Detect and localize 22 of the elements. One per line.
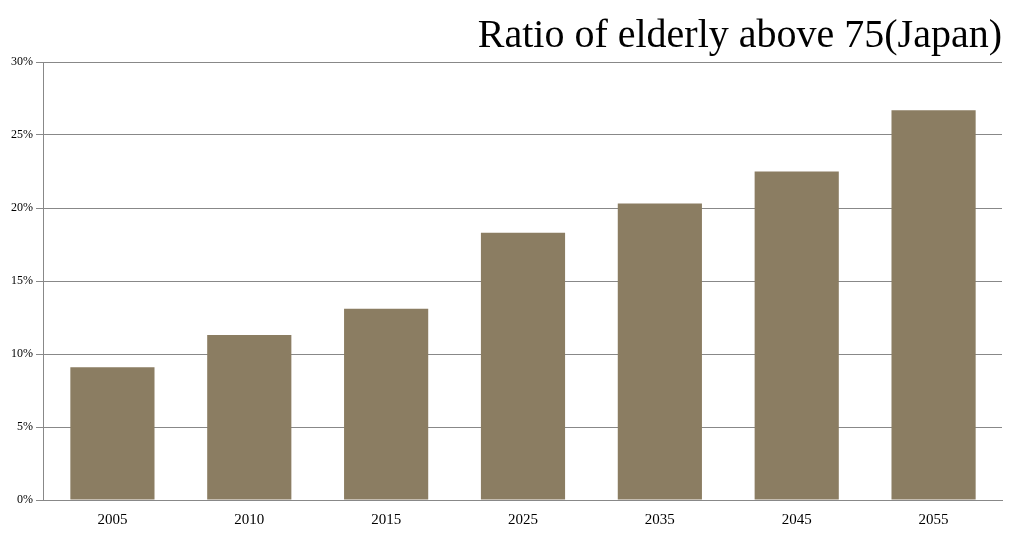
bar — [480, 232, 566, 500]
bar — [754, 171, 839, 500]
x-tick-label: 2045 — [781, 510, 812, 527]
x-tick-label: 2005 — [97, 510, 128, 527]
y-tick-label: 15% — [11, 273, 33, 288]
y-tick-label: 30% — [11, 54, 33, 69]
bar — [891, 110, 976, 500]
x-tick-label: 2010 — [234, 510, 265, 527]
x-tick-label: 2025 — [508, 510, 538, 527]
y-tick-label: 0% — [17, 492, 33, 507]
x-tick-label: 2035 — [644, 510, 675, 527]
bar — [617, 203, 702, 500]
x-tick-label: 2055 — [918, 510, 949, 527]
bar — [207, 335, 292, 500]
y-tick-label: 10% — [11, 346, 33, 361]
y-tick-label: 5% — [17, 419, 33, 434]
x-tick-label: 2015 — [371, 510, 402, 527]
y-tick-label: 25% — [11, 127, 33, 142]
bar — [344, 308, 429, 500]
y-tick-label: 20% — [11, 200, 33, 215]
bar — [70, 367, 155, 500]
chart-title: Ratio of elderly above 75(Japan) — [477, 10, 1002, 56]
